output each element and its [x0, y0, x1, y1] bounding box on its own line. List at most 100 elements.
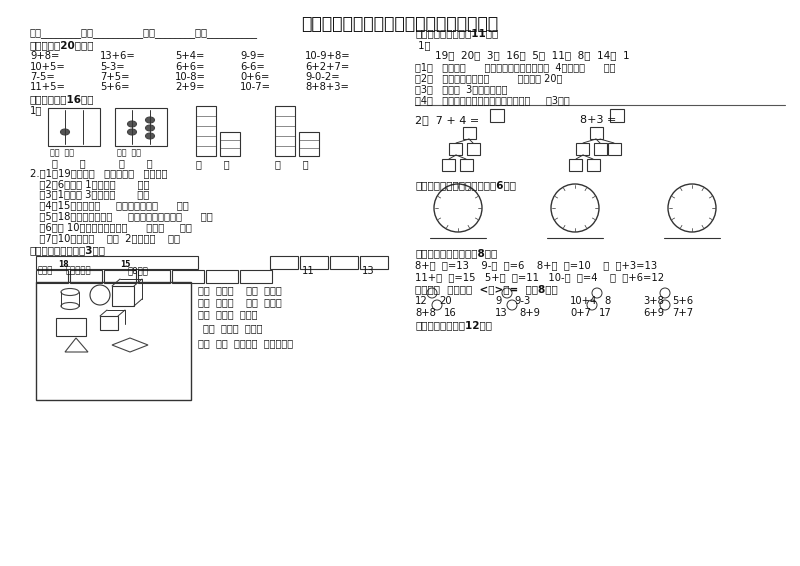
Text: 8+3 =: 8+3 = — [580, 115, 616, 125]
Text: 15: 15 — [120, 260, 130, 269]
Text: 8+8+3=: 8+8+3= — [305, 83, 349, 92]
Text: （7）10个一是（    ）。  2个十是（    ）。: （7）10个一是（ ）。 2个十是（ ）。 — [30, 233, 180, 243]
Text: 7+7: 7+7 — [672, 308, 693, 318]
Text: 10+5=: 10+5= — [30, 62, 66, 71]
Text: 比（  ）少（  ）个。: 比（ ）少（ ）个。 — [198, 309, 258, 319]
Text: 学校________班级__________姓名________分数__________: 学校________班级__________姓名________分数______… — [30, 28, 258, 38]
Text: 19、  20、  3、  16、  5、  11、  8、  14、  1: 19、 20、 3、 16、 5、 11、 8、 14、 1 — [435, 50, 630, 60]
Bar — [104, 270, 136, 283]
Bar — [594, 143, 607, 155]
Bar — [138, 270, 170, 283]
Bar — [240, 270, 272, 283]
Text: 9-3: 9-3 — [514, 296, 530, 306]
Bar — [220, 132, 240, 156]
Text: 9-9=: 9-9= — [240, 51, 265, 61]
Text: 小学数学（人教版）第一册综合基础训练题: 小学数学（人教版）第一册综合基础训练题 — [302, 15, 498, 33]
Text: 九、看图列式。（12分）: 九、看图列式。（12分） — [415, 320, 492, 330]
Bar — [608, 143, 621, 155]
Bar — [330, 256, 358, 269]
Text: （6）和 10相邻的两个数是（      ）和（     ）。: （6）和 10相邻的两个数是（ ）和（ ）。 — [30, 222, 192, 232]
Text: 2、  7 + 4 =: 2、 7 + 4 = — [415, 115, 479, 125]
Text: 11+（  ）=15   5+（  ）=11   10-（  ）=4    （  ）+6=12: 11+（ ）=15 5+（ ）=11 10-（ ）=4 （ ）+6=12 — [415, 272, 664, 282]
Text: 数，填一填: 数，填一填 — [66, 266, 92, 275]
Bar — [36, 270, 68, 283]
Text: （1）   一共有（      ）个数。从左边数起，第  4个数是（      ）。: （1） 一共有（ ）个数。从左边数起，第 4个数是（ ）。 — [415, 62, 615, 72]
Text: 17: 17 — [599, 308, 612, 318]
Text: 12: 12 — [415, 296, 428, 306]
Text: 10-9+8=: 10-9+8= — [305, 51, 350, 61]
Text: 十位  个位: 十位 个位 — [50, 148, 74, 157]
Bar — [56, 318, 86, 336]
Text: 5+4=: 5+4= — [175, 51, 204, 61]
Bar — [460, 159, 473, 171]
Text: 0+6=: 0+6= — [240, 72, 270, 82]
Bar — [100, 316, 118, 330]
Text: 3+8: 3+8 — [643, 296, 664, 306]
Text: 1、: 1、 — [415, 40, 430, 50]
Text: （3）1个十和 3个一是（       ）。: （3）1个十和 3个一是（ ）。 — [30, 190, 150, 200]
Text: 13: 13 — [495, 308, 508, 318]
Bar — [569, 159, 582, 171]
Bar — [590, 127, 603, 139]
Bar — [36, 256, 198, 269]
Text: （3）   把右边  3个数圈起来。: （3） 把右边 3个数圈起来。 — [415, 84, 507, 94]
Bar — [115, 108, 167, 146]
Bar — [467, 143, 480, 155]
Text: （       ）: （ ） — [52, 158, 86, 168]
Text: 和（  ）（  ）共有（  ）个图形。: 和（ ）（ ）共有（ ）个图形。 — [198, 338, 293, 348]
Bar — [610, 109, 624, 122]
Text: 十位  个位: 十位 个位 — [117, 148, 141, 157]
Text: 5+6: 5+6 — [672, 296, 693, 306]
Text: 有（  ）个，    有（  ）个。: 有（ ）个， 有（ ）个。 — [198, 285, 282, 295]
Text: 0+7: 0+7 — [570, 308, 591, 318]
Bar — [449, 143, 462, 155]
Text: 七、填上合适的数。（8分）: 七、填上合适的数。（8分） — [415, 248, 498, 258]
Text: 二、填空。（16分）: 二、填空。（16分） — [30, 94, 94, 104]
Text: 比（  ）多（  ）个。: 比（ ）多（ ）个。 — [203, 323, 262, 333]
Ellipse shape — [146, 125, 154, 131]
Text: 8: 8 — [604, 296, 610, 306]
Text: （4）   把这些数按从大到小的顺序排列。     （3分）: （4） 把这些数按从大到小的顺序排列。 （3分） — [415, 95, 570, 105]
Ellipse shape — [146, 133, 154, 139]
Text: （5）18前面一个数是（     ），后面一个数是（      ）。: （5）18前面一个数是（ ），后面一个数是（ ）。 — [30, 211, 213, 221]
Text: 10-8=: 10-8= — [175, 72, 206, 82]
Text: （       ）: （ ） — [196, 159, 230, 169]
Text: 三、按顺序填数。（3分）: 三、按顺序填数。（3分） — [30, 245, 106, 255]
Text: 9+8=: 9+8= — [30, 51, 59, 61]
Text: 9: 9 — [495, 296, 502, 306]
Text: （4）15个位上是（     ），十位上是（      ）。: （4）15个位上是（ ），十位上是（ ）。 — [30, 200, 189, 211]
Text: 8+8: 8+8 — [415, 308, 436, 318]
Text: 有（  ）个，    有（  ）个。: 有（ ）个， 有（ ）个。 — [198, 297, 282, 307]
Text: 8+（  ）=13    9-（  ）=6    8+（  ）=10    （  ）+3=13: 8+（ ）=13 9-（ ）=6 8+（ ）=10 （ ）+3=13 — [415, 260, 657, 270]
Text: 11+5=: 11+5= — [30, 83, 66, 92]
Text: 10+4: 10+4 — [570, 296, 598, 306]
Text: 5-3=: 5-3= — [100, 62, 125, 71]
Bar — [270, 256, 298, 269]
Text: 13: 13 — [362, 266, 374, 276]
Text: 6+9: 6+9 — [643, 308, 664, 318]
Text: （2）   从右边数起，第（         ）个数是 20。: （2） 从右边数起，第（ ）个数是 20。 — [415, 73, 562, 83]
Bar — [275, 106, 295, 156]
Text: 一、口算（20分）。: 一、口算（20分）。 — [30, 40, 94, 50]
Text: 四、数: 四、数 — [38, 266, 54, 275]
Bar — [172, 270, 204, 283]
Bar — [206, 270, 238, 283]
Bar — [70, 270, 102, 283]
Text: 11: 11 — [302, 266, 314, 276]
Bar — [587, 159, 600, 171]
Bar — [48, 108, 100, 146]
Bar — [463, 127, 476, 139]
Text: 1、: 1、 — [30, 105, 42, 115]
Ellipse shape — [146, 117, 154, 123]
Text: 7+5=: 7+5= — [100, 72, 130, 82]
Text: 10-7=: 10-7= — [240, 83, 271, 92]
Text: 16: 16 — [444, 308, 457, 318]
Ellipse shape — [61, 129, 70, 135]
Text: 5+6=: 5+6= — [100, 83, 130, 92]
Text: 18: 18 — [58, 260, 69, 269]
Text: 6+2+7=: 6+2+7= — [305, 62, 350, 71]
Text: 2+9=: 2+9= — [175, 83, 205, 92]
Text: 20: 20 — [439, 296, 452, 306]
Text: （2）6个一和 1个十是（       ）。: （2）6个一和 1个十是（ ）。 — [30, 179, 150, 189]
Bar — [36, 282, 191, 400]
